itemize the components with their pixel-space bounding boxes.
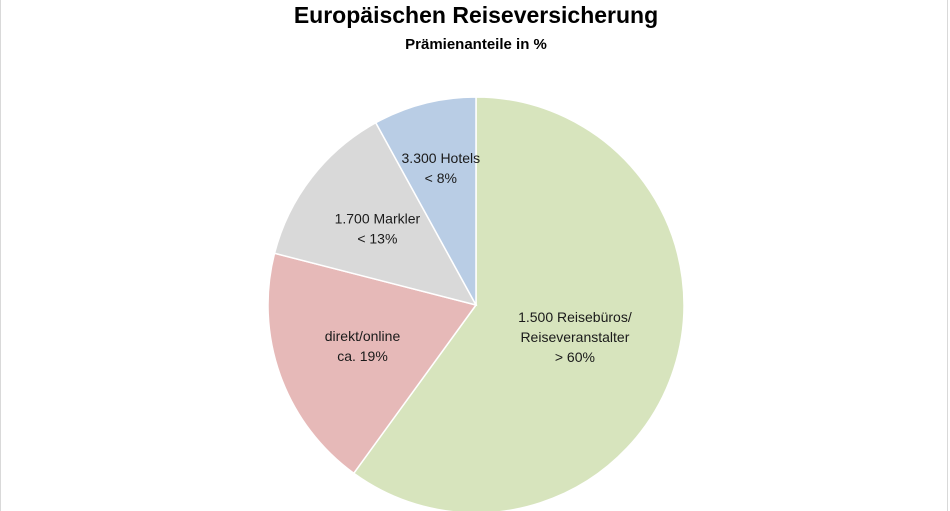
slice-label-line: 3.300 Hotels [402, 150, 481, 166]
pie-slice-0 [352, 96, 685, 511]
slice-label-line: < 13% [357, 231, 397, 247]
slice-label-line: < 8% [425, 170, 457, 186]
pie-slice-1 [267, 252, 478, 475]
slice-label-1: direkt/online ca. 19% [325, 328, 401, 364]
slice-label-line: Reiseveranstalter [520, 329, 629, 345]
slice-label-line: ca. 19% [337, 348, 388, 364]
slice-label-0: 1.500 Reisebüros/Reiseveranstalter > 60% [518, 309, 632, 365]
slice-label-line: direkt/online [325, 328, 401, 344]
slice-label-line: 1.500 Reisebüros/ [518, 309, 632, 325]
pie-slice-2 [273, 121, 478, 307]
chart-title: Europäischen Reiseversicherung [293, 2, 659, 28]
slice-label-2: 1.700 Markler < 13% [335, 211, 421, 247]
slice-label-3: 3.300 Hotels < 8% [402, 150, 481, 186]
slice-label-line: 1.700 Markler [335, 211, 421, 227]
pie-slice-3 [374, 96, 477, 306]
slice-label-line: > 60% [555, 349, 595, 365]
chart-subtitle: Prämienanteile in % [405, 36, 547, 53]
